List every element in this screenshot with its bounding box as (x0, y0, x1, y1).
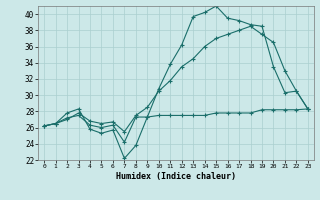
X-axis label: Humidex (Indice chaleur): Humidex (Indice chaleur) (116, 172, 236, 181)
